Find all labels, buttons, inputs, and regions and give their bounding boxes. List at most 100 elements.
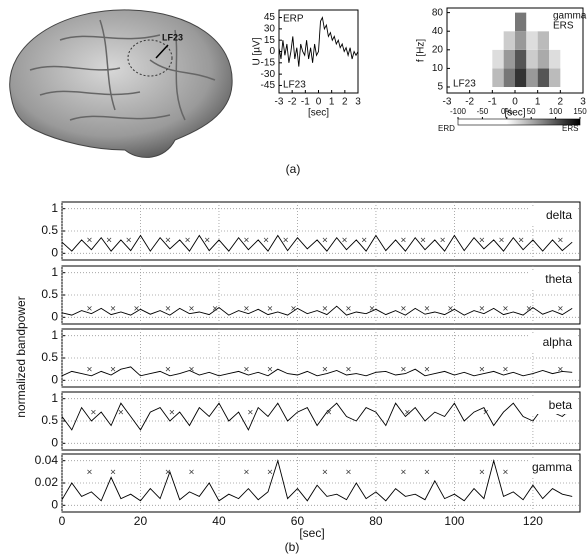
y-tick-label: -15	[261, 57, 276, 68]
marker	[127, 238, 131, 242]
marker	[166, 238, 170, 242]
y-tick-label: -45	[261, 80, 276, 91]
heatmap-cell	[549, 50, 560, 69]
marker	[401, 306, 405, 310]
marker	[519, 238, 523, 242]
marker	[370, 306, 374, 310]
marker	[405, 410, 409, 414]
marker	[441, 238, 445, 242]
marker	[480, 470, 484, 474]
marker	[425, 470, 429, 474]
bandpower-line	[62, 236, 572, 252]
y-tick-label: 0	[51, 372, 58, 386]
brain-image: LF23	[10, 10, 232, 158]
marker	[292, 306, 296, 310]
x-tick-label: 1	[535, 97, 541, 108]
marker	[166, 470, 170, 474]
x-tick-label: 2	[558, 97, 564, 108]
y-tick-label: 0.02	[35, 475, 59, 489]
heatmap-cell	[492, 50, 503, 69]
marker	[91, 410, 95, 414]
heatmap-cell	[549, 68, 560, 87]
marker	[190, 367, 194, 371]
heatmap-cell	[526, 31, 537, 50]
y-axis-label: f [Hz]	[416, 39, 427, 63]
marker	[323, 306, 327, 310]
marker	[268, 470, 272, 474]
colorbar-label: ERS	[562, 124, 578, 133]
marker	[248, 410, 252, 414]
marker	[190, 306, 194, 310]
heatmap-cell	[538, 31, 549, 50]
panel-label: theta	[545, 272, 572, 286]
y-tick-label: 45	[264, 12, 276, 23]
colorbar-tick-label: 150	[573, 107, 587, 116]
y-tick-label: 5	[437, 82, 443, 93]
bandpower-line	[62, 403, 572, 430]
x-tick-label: 120	[523, 514, 543, 528]
caption: (a)	[286, 162, 301, 176]
marker	[362, 238, 366, 242]
marker	[87, 238, 91, 242]
marker	[480, 306, 484, 310]
y-tick-label: 30	[264, 24, 276, 35]
marker	[284, 238, 288, 242]
marker	[343, 238, 347, 242]
bandpower-line	[62, 367, 572, 376]
marker	[213, 306, 217, 310]
heatmap-cell	[538, 13, 549, 32]
bandpower-line	[62, 461, 572, 501]
marker	[268, 367, 272, 371]
marker	[87, 470, 91, 474]
x-tick-label: -2	[288, 97, 297, 108]
heatmap-cell	[515, 31, 526, 50]
marker	[107, 238, 111, 242]
marker	[558, 238, 562, 242]
heatmap-cell	[515, 13, 526, 32]
colorbar-tick-label: -50	[477, 107, 489, 116]
marker	[558, 306, 562, 310]
y-tick-label: 40	[432, 26, 444, 37]
x-tick-label: -2	[465, 97, 474, 108]
y-axis-label: U [µV]	[252, 37, 263, 65]
x-tick-label: 3	[355, 97, 361, 108]
marker	[323, 238, 327, 242]
x-tick-label: 20	[134, 514, 148, 528]
marker	[401, 367, 405, 371]
heatmap-cell	[515, 50, 526, 69]
y-tick-label: 0	[269, 46, 275, 57]
x-axis-label: [sec]	[308, 108, 329, 119]
marker	[205, 238, 209, 242]
marker	[264, 238, 268, 242]
channel-label: LF23	[283, 80, 306, 91]
marker	[558, 367, 562, 371]
x-tick-label: -1	[488, 97, 497, 108]
marker	[244, 470, 248, 474]
colorbar-label: ERD	[438, 124, 455, 133]
x-axis-label: [sec]	[299, 526, 324, 540]
y-tick-label: 1	[51, 265, 58, 279]
panel-label: beta	[549, 398, 573, 412]
x-tick-label: 40	[212, 514, 226, 528]
heatmap-cell	[538, 50, 549, 69]
marker	[111, 306, 115, 310]
marker	[186, 238, 190, 242]
marker	[503, 470, 507, 474]
y-tick-label: -30	[261, 69, 276, 80]
marker	[170, 410, 174, 414]
y-tick-label: 0.5	[41, 287, 58, 301]
marker	[425, 367, 429, 371]
heatmap-cell	[492, 31, 503, 50]
y-tick-label: 0.5	[41, 413, 58, 427]
marker	[166, 367, 170, 371]
heatmap-cell	[492, 13, 503, 32]
heatmap-cell	[515, 68, 526, 87]
marker	[323, 367, 327, 371]
marker	[346, 470, 350, 474]
heatmap-cell	[504, 68, 515, 87]
marker	[244, 367, 248, 371]
marker	[500, 238, 504, 242]
heatmap-cell	[504, 50, 515, 69]
x-tick-label: 0	[316, 97, 322, 108]
colorbar-tick-label: 100	[549, 107, 563, 116]
